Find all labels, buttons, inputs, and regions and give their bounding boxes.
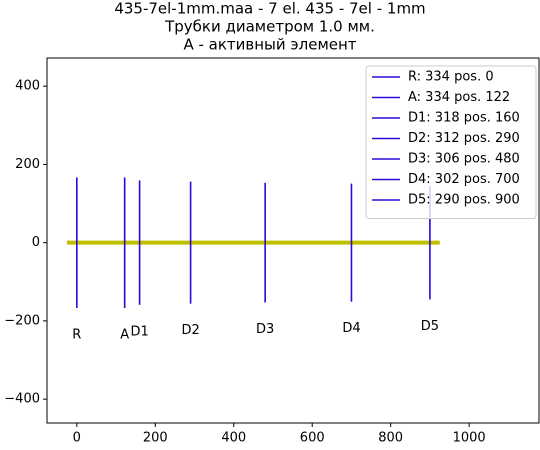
chart-title: 435-7el-1mm.maa - 7 el. 435 - 7el - 1mm — [114, 0, 425, 18]
x-tick-label: 0 — [73, 431, 81, 446]
element-label: D5 — [421, 319, 439, 334]
legend-label: D4: 302 pos. 700 — [408, 172, 520, 187]
plot-frame — [46, 57, 540, 424]
element-label: D2 — [181, 323, 199, 338]
legend-label: D1: 318 pos. 160 — [408, 111, 520, 126]
y-tick-label: −400 — [4, 392, 40, 407]
legend-label: D2: 312 pos. 290 — [408, 131, 520, 146]
element-label: R — [72, 327, 81, 342]
x-tick-label: 800 — [378, 431, 403, 446]
element-label: A — [120, 327, 129, 342]
x-tick-label: 1000 — [453, 431, 486, 446]
legend-box — [365, 65, 537, 219]
legend-label: A: 334 pos. 122 — [408, 90, 510, 105]
element-label: D3 — [256, 322, 274, 337]
y-tick-label: 200 — [15, 157, 40, 172]
y-tick-label: 0 — [32, 235, 40, 250]
chart-title: A - активный элемент — [183, 36, 356, 54]
legend-label: D5: 290 pos. 900 — [408, 193, 520, 208]
x-tick-label: 200 — [143, 431, 168, 446]
x-tick-label: 600 — [300, 431, 325, 446]
element-label: D4 — [342, 321, 360, 336]
y-tick-label: 400 — [15, 79, 40, 94]
legend-label: R: 334 pos. 0 — [408, 70, 494, 85]
y-tick-label: −200 — [4, 313, 40, 328]
chart-title: Трубки диаметром 1.0 мм. — [164, 18, 375, 36]
x-tick-label: 400 — [221, 431, 246, 446]
legend-label: D3: 306 pos. 480 — [408, 152, 520, 167]
element-label: D1 — [130, 324, 148, 339]
